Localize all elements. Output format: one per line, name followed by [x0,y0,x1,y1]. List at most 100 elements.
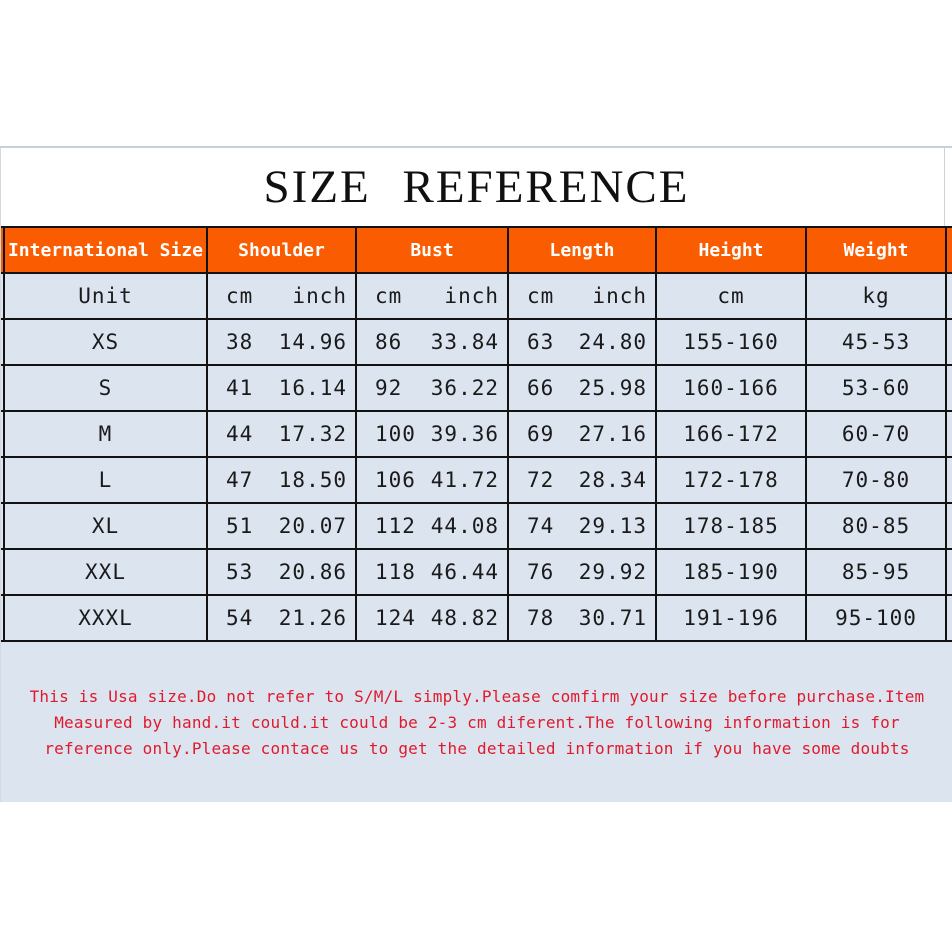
shoulder-cell: 38 14.96 [206,318,357,366]
header-filler-left [1,226,4,274]
inch-value: 44.08 [430,514,499,538]
row-filler-right [946,272,952,320]
height-cell: 172-178 [655,456,807,504]
shoulder-cell: 41 16.14 [206,364,357,412]
inch-value: 21.26 [278,606,347,630]
row-filler-right [946,410,952,458]
size-cell: XXL [3,548,208,596]
unit-cm: cm [527,284,555,308]
unit-inch: inch [592,284,647,308]
height-cell: 178-185 [655,502,807,550]
disclaimer-line-2: Measured by hand.it could.it could be 2-… [54,713,900,732]
length-cell: 63 24.80 [507,318,657,366]
cm-value: 74 [527,514,555,538]
weight-cell: 85-95 [805,548,947,596]
inch-value: 18.50 [278,468,347,492]
disclaimer-note: This is Usa size.Do not refer to S/M/L s… [1,642,952,802]
inch-value: 25.98 [578,376,647,400]
row-filler-right [946,594,952,642]
row-filler-left [1,548,4,596]
unit-shoulder-cell: cm inch [206,272,357,320]
header-height: Height [655,226,807,274]
header-weight: Weight [805,226,947,274]
shoulder-cell: 51 20.07 [206,502,357,550]
shoulder-cell: 53 20.86 [206,548,357,596]
bust-cell: 106 41.72 [355,456,509,504]
unit-cm: cm [226,284,254,308]
unit-row: Unit cm inch cm inch cm inch cm kg [1,272,952,320]
length-cell: 69 27.16 [507,410,657,458]
row-filler-right [946,456,952,504]
cm-value: 69 [527,422,555,446]
table-row-m: M 44 17.32 100 39.36 69 27.16 166-172 60-70 [1,410,952,458]
size-table: International Size Shoulder Bust Length … [1,226,952,642]
shoulder-cell: 54 21.26 [206,594,357,642]
cm-value: 44 [226,422,254,446]
weight-cell: 45-53 [805,318,947,366]
row-filler-left [1,410,4,458]
unit-inch: inch [292,284,347,308]
length-cell: 72 28.34 [507,456,657,504]
inch-value: 14.96 [278,330,347,354]
unit-inch: inch [444,284,499,308]
weight-cell: 95-100 [805,594,947,642]
table-row-xxl: XXL 53 20.86 118 46.44 76 29.92 185-190 85-… [1,548,952,596]
weight-cell: 80-85 [805,502,947,550]
crop-edge-line [944,146,945,226]
unit-cm: cm [375,284,403,308]
row-filler-right [946,364,952,412]
height-cell: 160-166 [655,364,807,412]
size-cell: XXXL [3,594,208,642]
row-filler-left [1,318,4,366]
row-filler-left [1,364,4,412]
cm-value: 92 [375,376,403,400]
cm-value: 51 [226,514,254,538]
size-cell: S [3,364,208,412]
length-cell: 78 30.71 [507,594,657,642]
cm-value: 76 [527,560,555,584]
table-header-row: International Size Shoulder Bust Length … [1,226,952,274]
row-filler-left [1,456,4,504]
row-filler-right [946,318,952,366]
inch-value: 24.80 [578,330,647,354]
cm-value: 112 [375,514,416,538]
cm-value: 78 [527,606,555,630]
inch-value: 46.44 [430,560,499,584]
unit-weight-cell: kg [805,272,947,320]
cm-value: 63 [527,330,555,354]
size-cell: M [3,410,208,458]
height-cell: 166-172 [655,410,807,458]
inch-value: 27.16 [578,422,647,446]
size-cell: XS [3,318,208,366]
disclaimer-line-1: This is Usa size.Do not refer to S/M/L s… [29,687,925,706]
inch-value: 17.32 [278,422,347,446]
height-cell: 155-160 [655,318,807,366]
table-row-s: S 41 16.14 92 36.22 66 25.98 160-166 53-60 [1,364,952,412]
row-filler-right [946,548,952,596]
unit-length-cell: cm inch [507,272,657,320]
bust-cell: 124 48.82 [355,594,509,642]
header-international-size: International Size [3,226,208,274]
cm-value: 100 [375,422,416,446]
inch-value: 30.71 [578,606,647,630]
inch-value: 20.07 [278,514,347,538]
cm-value: 124 [375,606,416,630]
inch-value: 48.82 [430,606,499,630]
unit-label-cell: Unit [3,272,208,320]
inch-value: 29.13 [578,514,647,538]
inch-value: 20.86 [278,560,347,584]
inch-value: 39.36 [430,422,499,446]
row-filler-right [946,502,952,550]
cm-value: 41 [226,376,254,400]
unit-height-cell: cm [655,272,807,320]
unit-bust-cell: cm inch [355,272,509,320]
table-row-xs: XS 38 14.96 86 33.84 63 24.80 155-160 45-53 [1,318,952,366]
cm-value: 66 [527,376,555,400]
length-cell: 66 25.98 [507,364,657,412]
inch-value: 41.72 [430,468,499,492]
bust-cell: 112 44.08 [355,502,509,550]
inch-value: 29.92 [578,560,647,584]
header-shoulder: Shoulder [206,226,357,274]
shoulder-cell: 44 17.32 [206,410,357,458]
cm-value: 54 [226,606,254,630]
